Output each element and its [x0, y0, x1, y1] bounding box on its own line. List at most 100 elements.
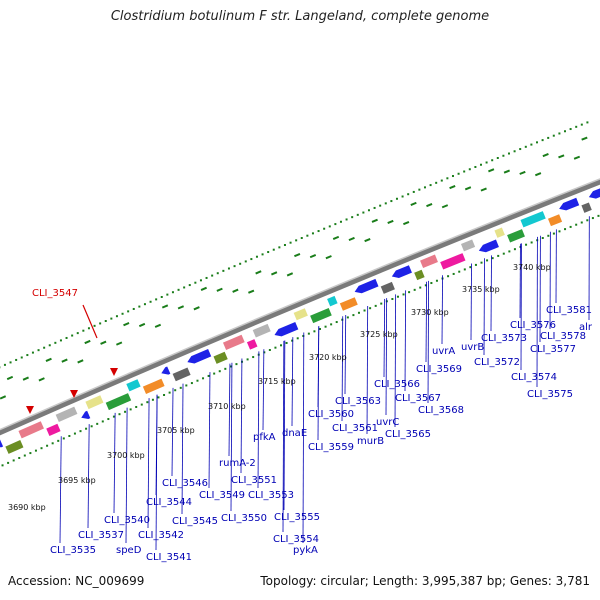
gene-label[interactable]: CLI_3581 — [546, 305, 592, 316]
gene-label[interactable]: CLI_3569 — [416, 364, 462, 375]
gene-feature[interactable] — [46, 423, 61, 436]
gene-feature[interactable] — [105, 393, 132, 411]
gene-label[interactable]: CLI_3578 — [540, 331, 586, 342]
gene-label[interactable]: CLI_3576 — [510, 320, 556, 331]
gene-label[interactable]: alr — [579, 322, 593, 333]
gene-label[interactable]: CLI_3568 — [418, 405, 464, 416]
gene-label[interactable]: CLI_3574 — [511, 372, 557, 383]
gene-label[interactable]: CLI_3577 — [530, 344, 576, 355]
gene-label[interactable]: uvrA — [432, 346, 455, 357]
gene-feature[interactable] — [273, 321, 299, 339]
gene-feature[interactable] — [507, 229, 525, 243]
track-dot — [502, 252, 505, 255]
gene-feature[interactable] — [0, 439, 4, 450]
gene-label[interactable]: CLI_3553 — [248, 490, 294, 501]
gene-feature[interactable] — [494, 227, 505, 238]
gene-feature[interactable] — [414, 269, 425, 281]
gene-label[interactable]: pfkA — [253, 432, 276, 443]
track-dot — [469, 266, 472, 269]
gene-feature[interactable] — [186, 348, 212, 366]
track-dot — [402, 293, 405, 296]
track-dot — [272, 248, 275, 251]
gene-label[interactable]: pykA — [293, 545, 318, 556]
gene-label[interactable]: CLI_3561 — [332, 423, 378, 434]
gene-label[interactable]: uvrB — [461, 342, 484, 353]
gene-feature[interactable] — [587, 187, 600, 200]
track-dot — [480, 261, 483, 264]
gene-feature[interactable] — [160, 366, 171, 377]
gene-feature[interactable] — [353, 278, 379, 296]
tick-label: 3735 kbp — [462, 285, 500, 294]
gene-feature[interactable] — [55, 406, 78, 423]
gene-feature[interactable] — [420, 254, 438, 269]
gene-label[interactable]: CLI_3567 — [395, 393, 441, 404]
gene-feature[interactable] — [5, 440, 24, 454]
gene-feature[interactable] — [18, 421, 44, 439]
gene-label[interactable]: CLI_3555 — [274, 512, 320, 523]
gene-feature[interactable] — [142, 378, 165, 395]
gene-feature[interactable] — [222, 334, 245, 351]
gene-label[interactable]: CLI_3541 — [146, 552, 192, 563]
gene-label[interactable]: CLI_3537 — [78, 530, 124, 541]
track-dot — [179, 386, 182, 389]
gene-label[interactable]: CLI_3540 — [104, 515, 150, 526]
gene-feature[interactable] — [327, 295, 338, 307]
track-dot — [229, 365, 232, 368]
gene-label[interactable]: CLI_3554 — [273, 534, 319, 545]
gene-label[interactable]: CLI_3559 — [308, 442, 354, 453]
gene-label[interactable]: CLI_3549 — [199, 490, 245, 501]
gene-feature[interactable] — [246, 339, 258, 350]
track-dot — [283, 244, 286, 247]
gene-feature[interactable] — [85, 395, 104, 410]
label-leader-line — [155, 394, 158, 496]
gene-feature[interactable] — [380, 281, 395, 294]
gene-label[interactable]: CLI_3551 — [231, 475, 277, 486]
track-dot — [267, 251, 270, 254]
gene-label[interactable]: CLI_3542 — [138, 530, 184, 541]
gene-feature[interactable] — [547, 214, 563, 227]
gene-feature[interactable] — [558, 197, 580, 213]
gene-label[interactable]: CLI_3545 — [172, 516, 218, 527]
gene-feature[interactable] — [339, 297, 358, 311]
gene-feature[interactable] — [520, 211, 546, 228]
track-dot — [485, 161, 488, 164]
track-dot — [157, 396, 160, 399]
gene-feature[interactable] — [390, 265, 412, 280]
label-leader-line — [208, 372, 211, 489]
gene-label[interactable]: CLI_3546 — [162, 478, 208, 489]
gene-label[interactable]: dnaE — [282, 428, 307, 439]
feature-tick — [364, 238, 371, 243]
gene-label[interactable]: CLI_3550 — [221, 513, 267, 524]
track-dot — [174, 389, 177, 392]
gene-feature[interactable] — [477, 239, 499, 255]
gene-label[interactable]: CLI_3572 — [474, 357, 520, 368]
gene-feature[interactable] — [213, 351, 228, 364]
gene-feature[interactable] — [172, 367, 191, 382]
gene-label[interactable]: uvrC — [376, 417, 399, 428]
track-dot — [9, 361, 12, 364]
gene-label[interactable]: CLI_3573 — [481, 333, 527, 344]
gene-label[interactable]: speD — [116, 545, 142, 556]
track-dot — [62, 437, 65, 440]
gene-feature[interactable] — [80, 410, 91, 422]
gene-feature[interactable] — [581, 202, 592, 213]
gene-feature[interactable] — [310, 308, 332, 324]
gene-label[interactable]: CLI_3560 — [308, 409, 354, 420]
gene-feature[interactable] — [440, 253, 466, 270]
gene-label[interactable]: CLI_3535 — [50, 545, 96, 556]
gene-label[interactable]: murB — [357, 436, 384, 447]
gene-feature[interactable] — [293, 308, 308, 321]
gene-feature[interactable] — [126, 379, 141, 392]
gene-label[interactable]: CLI_3544 — [146, 497, 192, 508]
gene-feature[interactable] — [460, 239, 476, 252]
gene-label[interactable]: CLI_3575 — [527, 389, 573, 400]
gene-feature[interactable] — [252, 323, 271, 338]
gene-label[interactable]: CLI_3565 — [385, 429, 431, 440]
highlighted-gene-label[interactable]: CLI_3547 — [32, 288, 78, 299]
feature-tick — [200, 286, 207, 291]
gene-label[interactable]: CLI_3563 — [335, 396, 381, 407]
track-dot — [317, 230, 320, 233]
gene-label[interactable]: CLI_3566 — [374, 379, 420, 390]
gene-label[interactable]: rumA-2 — [219, 458, 256, 469]
